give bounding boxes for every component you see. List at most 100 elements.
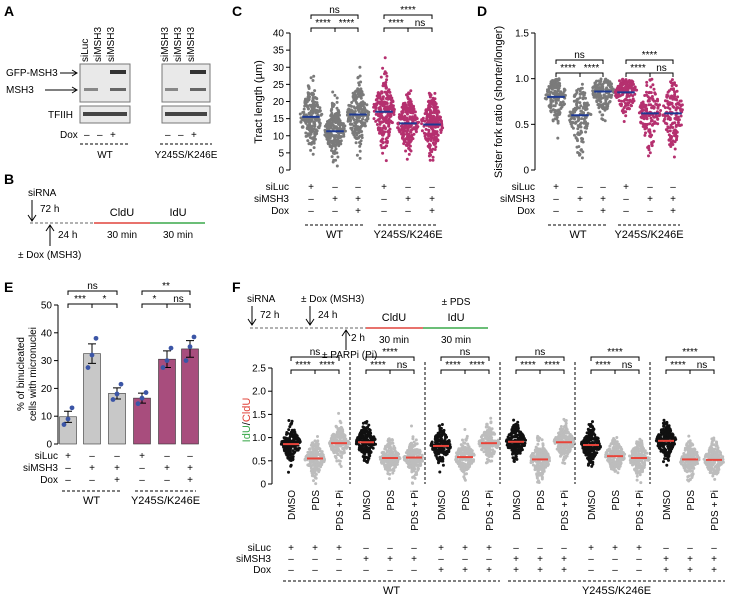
- c-point: [330, 155, 334, 159]
- f-point: [372, 435, 376, 439]
- c-point: [348, 116, 352, 120]
- e-point: [118, 381, 124, 387]
- c-y-tick-label: 20: [273, 97, 285, 108]
- d-point: [572, 110, 576, 114]
- c-point: [349, 122, 353, 126]
- f-point: [536, 442, 540, 446]
- d-point: [574, 120, 578, 124]
- f-point: [364, 433, 368, 437]
- c-point: [402, 102, 406, 106]
- e-row-label: siLuc: [35, 451, 58, 462]
- d-y-tick-label: 1.0: [515, 74, 529, 85]
- c-point: [362, 101, 366, 105]
- d-row-sign: –: [647, 182, 653, 193]
- c-point: [357, 90, 361, 94]
- d-point: [654, 102, 658, 106]
- c-point: [433, 97, 437, 101]
- c-point: [386, 119, 390, 123]
- c-point: [303, 100, 307, 104]
- d-point: [578, 122, 582, 126]
- c-point: [318, 106, 322, 110]
- f-point: [290, 455, 294, 459]
- c-point: [431, 158, 435, 162]
- f-point: [290, 431, 294, 435]
- e-row-sign: +: [89, 463, 95, 474]
- c-point: [431, 155, 435, 159]
- f-point: [387, 449, 390, 452]
- c-point: [437, 121, 440, 124]
- c-point: [357, 119, 361, 123]
- f-point: [396, 458, 400, 462]
- f-point: [511, 425, 515, 429]
- d-point: [591, 89, 595, 93]
- f-point: [561, 436, 565, 440]
- d-point: [639, 121, 643, 125]
- f-point: [537, 436, 541, 440]
- c-point: [349, 126, 353, 130]
- b-72h: 72 h: [40, 204, 59, 215]
- band-msh3-wt3: [110, 88, 126, 91]
- e-row-label: Dox: [40, 475, 58, 486]
- d-point: [676, 95, 680, 99]
- c-sig-bracket: [310, 14, 359, 19]
- d-point: [619, 84, 623, 88]
- f-point: [313, 475, 317, 479]
- c-point: [353, 135, 357, 139]
- c-point: [358, 149, 362, 153]
- f-point: [466, 442, 470, 446]
- d-row-sign: –: [623, 194, 629, 205]
- f-point: [467, 464, 471, 468]
- c-point: [379, 143, 383, 147]
- c-point: [409, 149, 413, 153]
- d-point: [601, 82, 605, 86]
- c-y-tick-label: 30: [273, 63, 285, 74]
- f-point: [518, 451, 522, 455]
- c-sig-label: ****: [339, 18, 355, 29]
- c-point: [379, 139, 383, 143]
- d-point: [579, 104, 583, 108]
- c-point: [424, 136, 428, 140]
- f-y-tick-label: 0: [260, 480, 266, 491]
- c-point: [372, 117, 376, 121]
- c-point: [348, 119, 352, 123]
- d-point: [576, 115, 580, 119]
- c-sig-label: ns: [415, 18, 426, 29]
- d-group-label: WT: [569, 229, 586, 241]
- c-point: [353, 109, 357, 113]
- d-point: [633, 92, 637, 96]
- f-point: [413, 467, 417, 471]
- d-point: [653, 91, 657, 95]
- e-row-sign: +: [187, 463, 193, 474]
- d-point: [672, 105, 676, 109]
- f-point: [463, 472, 467, 476]
- f-point: [339, 465, 343, 468]
- f-point: [412, 448, 416, 452]
- dox-sign-a1: –: [84, 130, 90, 141]
- c-point: [311, 98, 315, 102]
- d-point: [664, 114, 667, 118]
- e-row-sign: –: [65, 463, 71, 474]
- f-point: [288, 432, 292, 436]
- c-point: [335, 96, 339, 100]
- d-point: [585, 105, 588, 109]
- d-point: [560, 105, 564, 109]
- c-sig-label: ns: [329, 5, 340, 16]
- d-point: [645, 84, 649, 87]
- e-row-sign: –: [89, 475, 95, 486]
- f-point: [468, 447, 472, 451]
- c-point: [383, 56, 387, 60]
- c-point: [427, 154, 431, 158]
- f-point: [367, 448, 371, 452]
- f-point: [361, 455, 365, 458]
- f-point: [517, 430, 521, 433]
- c-point: [429, 118, 433, 122]
- c-point: [385, 78, 389, 82]
- d-point: [625, 98, 629, 102]
- d-point: [647, 99, 651, 103]
- c-point: [330, 107, 334, 111]
- c-point: [353, 131, 357, 135]
- f-point: [533, 467, 537, 471]
- f-point: [336, 453, 340, 457]
- f-point: [317, 453, 320, 457]
- d-sig-label: ****: [630, 63, 646, 74]
